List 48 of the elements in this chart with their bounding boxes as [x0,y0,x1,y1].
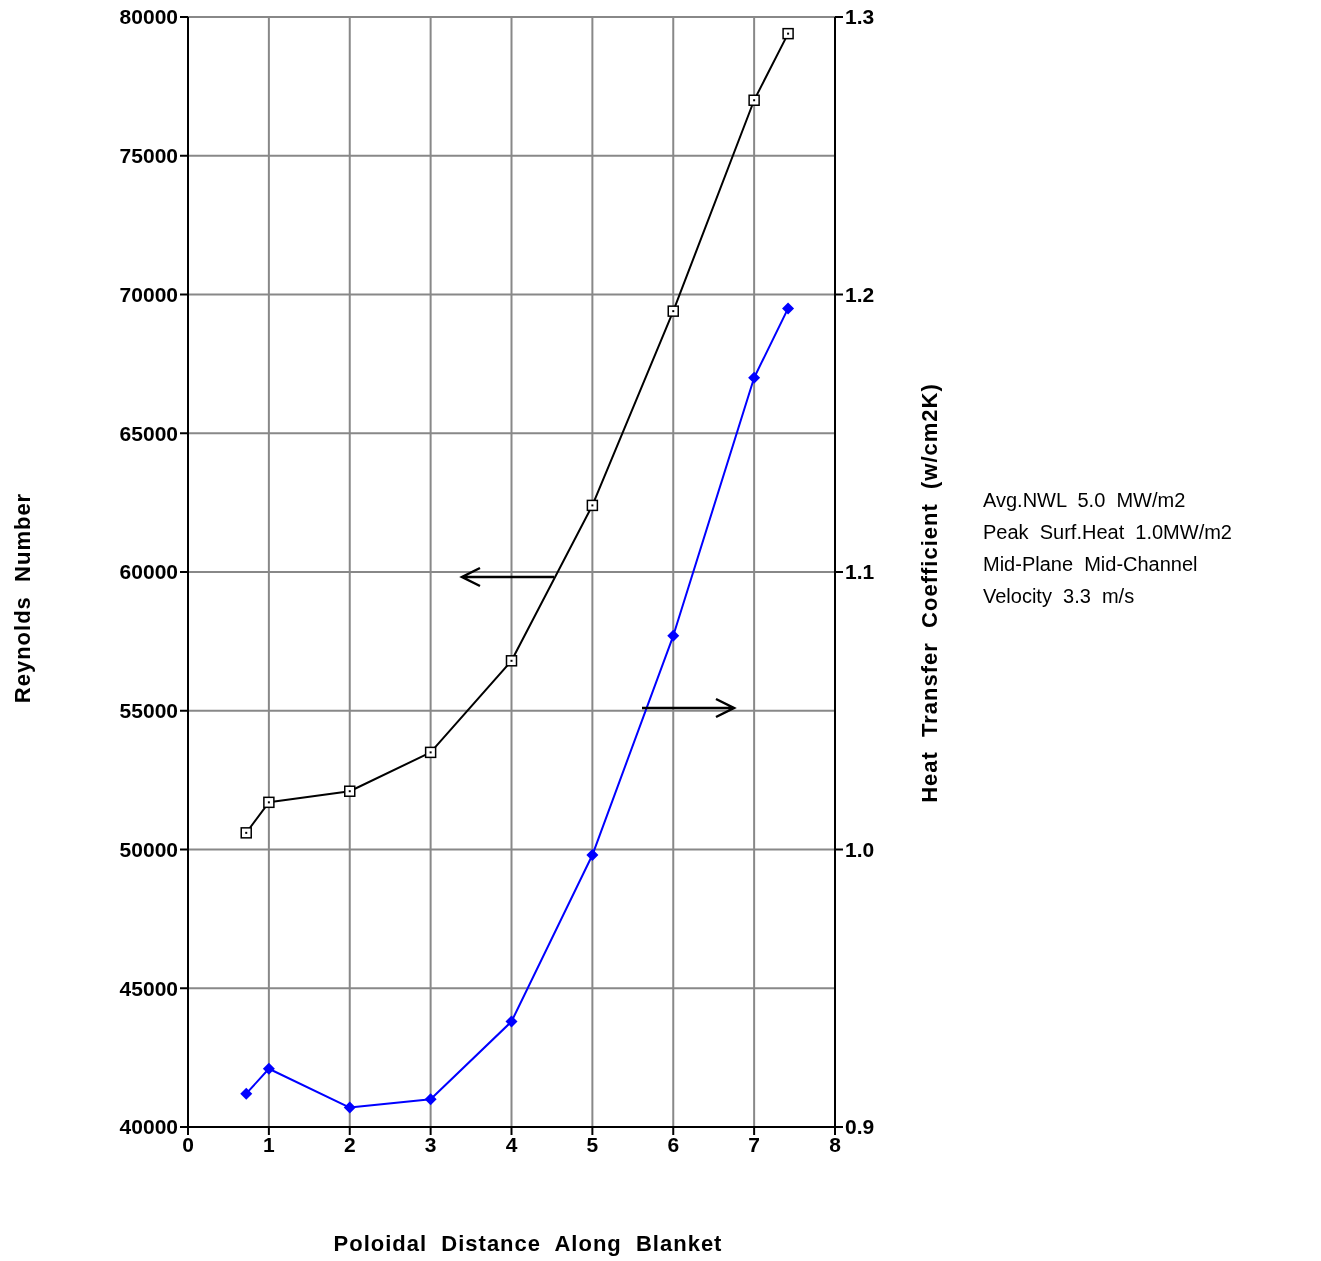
y-tick-label: 70000 [119,282,178,306]
text: Velocity 3.3 m/s [983,584,1136,609]
point [263,796,275,809]
x-tick-label: 5 [586,1132,599,1156]
point [667,305,679,317]
x-tick-label: 3 [424,1132,437,1156]
x-tick-label: 0 [182,1132,194,1156]
x-tick-label: 7 [748,1132,760,1156]
y-tick-label: 65000 [119,421,178,445]
point [240,827,252,839]
y-tick-label: 45000 [119,976,178,1000]
point [748,371,761,384]
y2-tick-label: 1.3 [845,5,875,29]
text: Mid-Plane Mid-Channel [983,552,1199,577]
x-tick-label: 8 [829,1132,842,1156]
point [343,1101,356,1114]
point [586,849,599,862]
text: Peak Surf.Heat 1.0MW/m2 [983,520,1232,545]
y2-axis-title: Heat Transfer Coefficient (w/cm2K) [917,383,943,803]
point [344,785,356,797]
x-tick-label: 6 [667,1132,680,1156]
y-axis-title: Reynolds Number [10,492,36,704]
x-tick-label: 2 [343,1132,356,1156]
point [667,629,680,642]
point [240,1087,253,1100]
y-tick-label: 40000 [119,1115,178,1139]
point [262,1062,275,1075]
point [748,94,760,106]
y-tick-label: 80000 [119,5,178,29]
y2-tick-label: 1.1 [845,560,875,584]
y2-tick-label: 0.9 [845,1115,875,1139]
y-tick-label: 75000 [119,144,178,168]
point [424,1093,437,1106]
x-tick-label: 1 [263,1132,276,1156]
y2-tick-label: 1.2 [845,282,875,306]
point [424,746,437,759]
text: Avg.NWL 5.0 MW/m2 [983,488,1187,513]
y-tick-label: 50000 [119,837,178,861]
point [586,499,599,512]
point [505,1015,518,1028]
point [505,655,518,667]
x-tick-label: 4 [505,1132,518,1156]
point [782,27,794,40]
point [782,302,795,315]
x-axis-title: Poloidal Distance Along Blanket [333,1231,723,1257]
y-tick-label: 55000 [119,699,178,723]
y-tick-label: 60000 [119,560,178,584]
y2-tick-label: 1.0 [845,837,875,861]
